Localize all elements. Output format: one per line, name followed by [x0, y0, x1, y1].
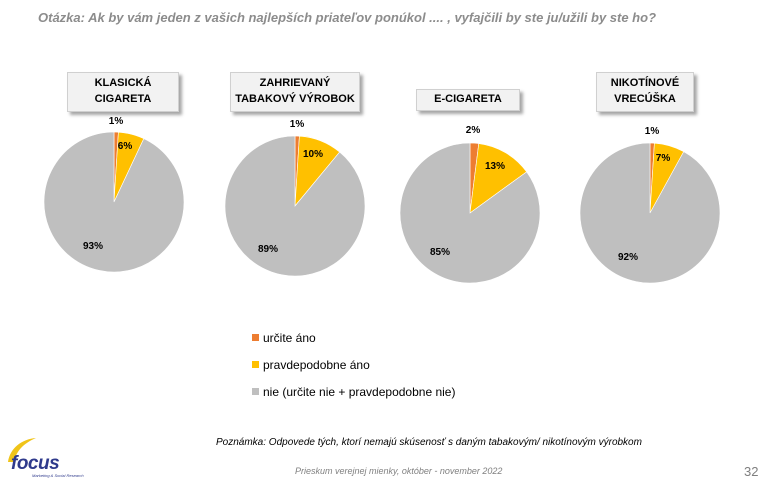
legend-swatch — [252, 361, 259, 368]
data-label: 2% — [466, 125, 481, 136]
data-label: 7% — [656, 153, 671, 164]
pie-title-line1: E-CIGARETA — [434, 93, 502, 106]
pie-title-line2: CIGARETA — [94, 93, 152, 105]
data-label: 93% — [83, 241, 103, 252]
legend: určite áno pravdepodobne áno nie (určite… — [252, 324, 455, 405]
logo-wordmark: focus — [11, 453, 60, 474]
footnote: Poznámka: Odpovede tých, ktorí nemajú sk… — [216, 437, 642, 448]
legend-item-probably-yes: pravdepodobne áno — [252, 351, 455, 378]
legend-swatch — [252, 388, 259, 395]
data-label: 1% — [645, 126, 660, 137]
legend-swatch — [252, 334, 259, 341]
data-label: 13% — [485, 161, 505, 172]
data-label: 92% — [618, 252, 638, 263]
slice-no — [43, 131, 185, 273]
data-label: 85% — [430, 247, 450, 258]
focus-logo: focus Marketing & Social Research — [2, 436, 84, 480]
data-label: 1% — [109, 116, 124, 127]
logo-subtitle: Marketing & Social Research — [32, 473, 84, 478]
pie-title-heated-tobacco: ZAHRIEVANÝ TABAKOVÝ VÝROBOK — [230, 72, 360, 112]
pie-title-nicotine-pouches: NIKOTÍNOVÉ VRECÚŠKA — [596, 72, 694, 112]
data-label: 89% — [258, 244, 278, 255]
data-label: 1% — [290, 119, 305, 130]
slice-no — [224, 135, 366, 277]
pie-title-line2: VRECÚŠKA — [614, 93, 676, 105]
pie-title-classic-cigarette: KLASICKÁ CIGARETA — [67, 72, 179, 112]
slice-probably-yes — [469, 143, 528, 214]
legend-label: určite áno — [263, 330, 316, 345]
legend-label: nie (určite nie + pravdepodobne nie) — [263, 384, 456, 399]
data-label: 10% — [303, 149, 323, 160]
pie-title-line1: ZAHRIEVANÝ — [259, 77, 331, 90]
legend-label: pravdepodobne áno — [263, 357, 370, 372]
slice-no — [579, 142, 721, 284]
legend-item-definitely-yes: určite áno — [252, 324, 455, 351]
page-number: 32 — [744, 464, 759, 479]
pie-title-line1: NIKOTÍNOVÉ — [610, 77, 680, 90]
pie-title-line1: KLASICKÁ — [94, 77, 152, 90]
slice-no — [399, 142, 541, 284]
data-label: 6% — [118, 141, 133, 152]
legend-item-no: nie (určite nie + pravdepodobne nie) — [252, 378, 455, 405]
question-title: Otázka: Ak by vám jeden z vašich najlepš… — [38, 10, 657, 25]
pie-title-e-cigarette: E-CIGARETA — [416, 89, 520, 111]
logo-swoosh-icon — [8, 438, 36, 462]
pie-title-line2: TABAKOVÝ VÝROBOK — [235, 93, 355, 105]
survey-footer: Prieskum verejnej mienky, október - nove… — [295, 466, 503, 476]
